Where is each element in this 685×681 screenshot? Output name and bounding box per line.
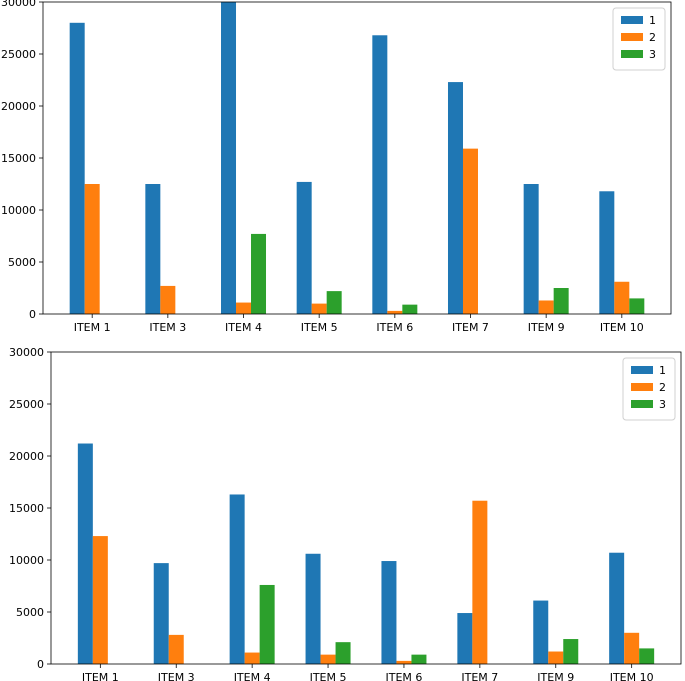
x-tick-label: ITEM 6 [376, 321, 413, 334]
bar-series-1-item-4 [221, 2, 237, 314]
bar-series-1-item-7 [457, 613, 473, 664]
bar-series-2-item-3 [168, 634, 184, 664]
bar-series-3-item-6 [402, 304, 418, 314]
bar-series-2-item-10 [624, 632, 640, 664]
bar-series-1-item-10 [609, 552, 625, 664]
bar-series-3-item-6 [411, 654, 427, 664]
y-tick-label: 15000 [1, 152, 36, 165]
y-tick-label: 0 [29, 308, 36, 321]
legend-label-3: 3 [649, 48, 656, 61]
bar-series-2-item-7 [462, 148, 478, 314]
bar-series-1-item-3 [153, 563, 169, 664]
x-tick-label: ITEM 6 [385, 671, 422, 681]
y-tick-label: 15000 [9, 502, 44, 515]
bar-series-3-item-5 [326, 291, 342, 314]
bar-series-1-item-10 [599, 191, 615, 314]
bar-series-1-item-5 [296, 181, 312, 314]
x-tick-label: ITEM 5 [310, 671, 347, 681]
bar-series-1-item-5 [305, 553, 321, 664]
legend-swatch-3 [621, 50, 643, 58]
bar-series-3-item-10 [629, 298, 645, 314]
bar-series-1-item-9 [523, 184, 539, 314]
x-tick-label: ITEM 3 [149, 321, 186, 334]
x-tick-label: ITEM 7 [452, 321, 489, 334]
y-tick-label: 10000 [1, 204, 36, 217]
chart-top: 0 5000 10000 15000 20000 25000 30000 ITEM 1 ITEM… [1, 0, 672, 334]
bar-series-2-item-6 [387, 310, 403, 314]
bar-series-2-item-4 [236, 302, 252, 314]
bar-series-2-item-4 [244, 652, 260, 664]
bar-series-3-item-4 [251, 233, 267, 314]
x-tick-label: ITEM 5 [301, 321, 338, 334]
legend-label-1: 1 [649, 14, 656, 27]
bar-series-1-item-3 [145, 184, 161, 314]
legend-swatch-1 [631, 366, 653, 374]
chart-bottom: 0 5000 10000 15000 20000 25000 30000 ITEM 1 ITEM… [9, 346, 682, 681]
bar-series-3-item-5 [335, 642, 351, 664]
y-tick-label: 25000 [1, 48, 36, 61]
bar-series-2-item-1 [84, 184, 100, 314]
x-tick-label: ITEM 1 [74, 321, 111, 334]
bar-series-1-item-6 [372, 35, 388, 314]
bar-series-2-item-9 [548, 651, 564, 664]
legend-label-2: 2 [659, 381, 666, 394]
bar-series-1-item-1 [77, 443, 93, 664]
x-tick-label: ITEM 1 [82, 671, 119, 681]
legend-label-3: 3 [659, 398, 666, 411]
legend-label-2: 2 [649, 31, 656, 44]
legend: 1 2 3 [612, 7, 666, 71]
bar-series-2-item-10 [614, 281, 630, 314]
legend: 1 2 3 [622, 357, 676, 421]
legend-label-1: 1 [659, 364, 666, 377]
x-tick-label: ITEM 4 [234, 671, 271, 681]
y-tick-label: 25000 [9, 398, 44, 411]
legend-swatch-2 [631, 383, 653, 391]
y-tick-label: 20000 [1, 100, 36, 113]
y-tick-label: 0 [37, 658, 44, 671]
bar-series-1-item-6 [381, 561, 397, 664]
legend-swatch-3 [631, 400, 653, 408]
bar-series-3-item-10 [639, 648, 655, 664]
x-tick-label: ITEM 3 [158, 671, 195, 681]
y-tick-label: 30000 [9, 346, 44, 359]
x-tick-label: ITEM 7 [461, 671, 498, 681]
y-tick-label: 20000 [9, 450, 44, 463]
axes-frame [42, 1, 672, 315]
legend-swatch-2 [621, 33, 643, 41]
bar-series-3-item-4 [259, 584, 275, 664]
y-tick-label: 5000 [16, 606, 44, 619]
y-tick-label: 30000 [1, 0, 36, 9]
bar-series-2-item-7 [472, 500, 488, 664]
bar-series-2-item-5 [311, 303, 327, 314]
legend-swatch-1 [621, 16, 643, 24]
bar-series-1-item-4 [229, 494, 245, 664]
bar-series-2-item-3 [160, 285, 176, 314]
bar-series-2-item-6 [396, 660, 412, 664]
bar-series-2-item-9 [538, 300, 554, 314]
axes-frame [50, 351, 682, 665]
y-tick-label: 10000 [9, 554, 44, 567]
bar-series-3-item-9 [563, 639, 579, 664]
bar-series-2-item-1 [92, 536, 108, 664]
bar-series-1-item-9 [533, 600, 549, 664]
x-tick-label: ITEM 9 [537, 671, 574, 681]
y-tick-label: 5000 [8, 256, 36, 269]
bar-series-1-item-1 [69, 22, 85, 315]
bar-series-1-item-7 [447, 82, 463, 314]
x-tick-label: ITEM 9 [528, 321, 565, 334]
bar-series-2-item-5 [320, 654, 336, 664]
x-tick-label: ITEM 10 [610, 671, 654, 681]
x-tick-label: ITEM 4 [225, 321, 262, 334]
x-tick-label: ITEM 10 [600, 321, 644, 334]
bar-series-3-item-9 [553, 288, 569, 314]
